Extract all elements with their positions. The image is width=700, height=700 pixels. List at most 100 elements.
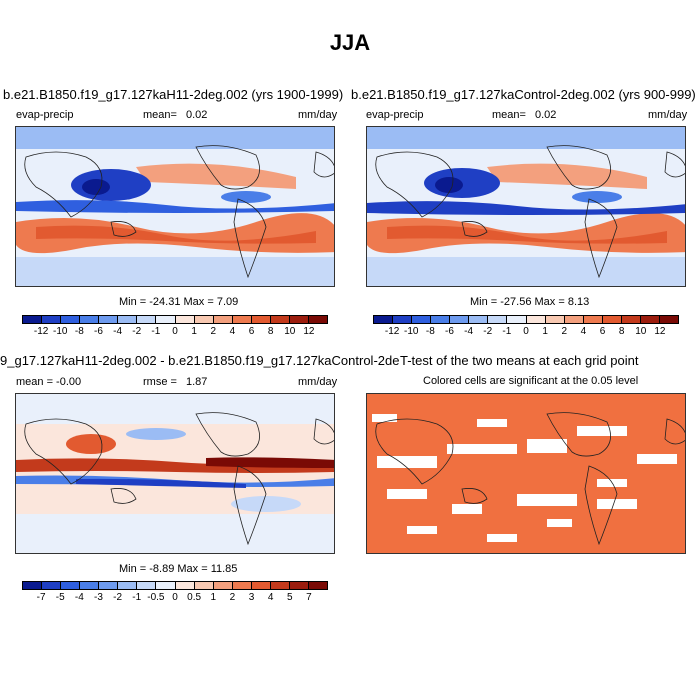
panel1-colorbar-tick-label: 4 [229, 326, 236, 337]
panel2-colorbar-swatch [602, 316, 622, 323]
panel1-colorbar-swatch [42, 316, 62, 323]
panel2-colorbar-tick-label: 10 [635, 326, 647, 337]
panel1-colorbar-swatch [251, 316, 271, 323]
panel3-colorbar-swatch [156, 582, 176, 589]
panel2-colorbar-tick-label: -12 [384, 326, 400, 337]
panel3-colorbar-swatch [232, 582, 252, 589]
panel1-colorbar-swatch [23, 316, 43, 323]
panel3-colorbar-tick-label: 2 [229, 592, 236, 603]
panel3-colorbar-swatch [137, 582, 157, 589]
panel1-colorbar-tick-label: -4 [113, 326, 123, 337]
panel3-mean: mean = -0.00 [16, 376, 82, 388]
panel1-colorbar-swatch [213, 316, 233, 323]
panel3-colorbar-swatch [23, 582, 43, 589]
panel3-colorbar-swatch [80, 582, 100, 589]
panel1-colorbar [22, 315, 328, 324]
panel2-colorbar-tick-label: 4 [580, 326, 587, 337]
panel2-colorbar [373, 315, 679, 324]
panel2-colorbar-swatch [640, 316, 660, 323]
panel3-colorbar-tick-label: -7 [36, 592, 46, 603]
panel2-colorbar-swatch [564, 316, 584, 323]
panel2-colorbar-swatch [469, 316, 489, 323]
panel1-minmax: Min = -24.31 Max = 7.09 [119, 296, 239, 308]
panel2-map [366, 126, 686, 287]
panel3-colorbar-tick-label: 5 [286, 592, 293, 603]
panel4-title: T-test of the two means at each grid poi… [400, 353, 639, 368]
panel2-colorbar-swatch [583, 316, 603, 323]
panel2-colorbar-swatch [488, 316, 508, 323]
panel2-colorbar-tick-label: 12 [654, 326, 666, 337]
panel1-colorbar-tick-label: -2 [132, 326, 142, 337]
panel1-colorbar-swatch [118, 316, 138, 323]
panel3-colorbar-swatch [61, 582, 81, 589]
panel3-colorbar-swatch [251, 582, 271, 589]
panel2-colorbar-tick-label: -8 [425, 326, 435, 337]
panel1-units: mm/day [298, 109, 338, 121]
panel2-colorbar-tick-label: 8 [618, 326, 625, 337]
panel2-colorbar-swatch [431, 316, 451, 323]
panel3-colorbar-tick-label: 0.5 [187, 592, 202, 603]
panel1-colorbar-tick-label: 12 [303, 326, 315, 337]
panel1-colorbar-swatch [289, 316, 309, 323]
panel1-colorbar-swatch [308, 316, 327, 323]
panel2-colorbar-tick-label: 0 [523, 326, 529, 337]
panel3-colorbar-labels: -7 -5 -4 -3 -2 -1 -0.5 0 0.5 1 2 3 4 5 7 [22, 592, 328, 604]
panel2-colorbar-tick-label: -2 [483, 326, 493, 337]
panel1-colorbar-swatch [61, 316, 81, 323]
panel2-colorbar-tick-label: -1 [502, 326, 512, 337]
panel2-mean-value: 0.02 [535, 109, 557, 121]
panel3-minmax: Min = -8.89 Max = 11.85 [119, 563, 238, 575]
panel2-colorbar-swatch [450, 316, 470, 323]
panel3-colorbar-tick-label: 0 [172, 592, 178, 603]
panel1-colorbar-swatch [232, 316, 252, 323]
panel1-colorbar-swatch [99, 316, 119, 323]
panel1-colorbar-swatch [270, 316, 290, 323]
panel1-mean-value: 0.02 [186, 109, 208, 121]
panel2-colorbar-swatch [412, 316, 432, 323]
panel3-colorbar-tick-label: -4 [74, 592, 84, 603]
panel3-colorbar-tick-label: -2 [113, 592, 123, 603]
panel2-variable: evap-precip [366, 109, 424, 121]
panel4-map [366, 393, 686, 554]
panel3-units: mm/day [298, 376, 338, 388]
panel2-units: mm/day [648, 109, 688, 121]
panel2-colorbar-labels: -12 -10 -8 -6 -4 -2 -1 0 1 2 4 6 8 10 12 [373, 326, 679, 338]
panel2-colorbar-tick-label: 2 [561, 326, 568, 337]
panel2-colorbar-swatch [507, 316, 527, 323]
panel3-colorbar-tick-label: 3 [248, 592, 255, 603]
panel1-variable: evap-precip [16, 109, 74, 121]
panel1-colorbar-tick-label: -8 [74, 326, 84, 337]
panel2-minmax: Min = -27.56 Max = 8.13 [470, 296, 590, 308]
panel2-colorbar-tick-label: 6 [599, 326, 606, 337]
panel3-colorbar-swatch [175, 582, 195, 589]
panel1-colorbar-swatch [175, 316, 195, 323]
panel2-colorbar-swatch [526, 316, 546, 323]
panel3-rmse-value: 1.87 [186, 376, 208, 388]
panel2-colorbar-swatch [393, 316, 413, 323]
panel3-colorbar-tick-label: 7 [306, 592, 312, 603]
panel1-colorbar-swatch [137, 316, 157, 323]
panel1-colorbar-labels: -12 -10 -8 -6 -4 -2 -1 0 1 2 4 6 8 10 12 [22, 326, 328, 338]
panel1-colorbar-tick-label: 6 [248, 326, 255, 337]
panel1-colorbar-tick-label: -12 [33, 326, 49, 337]
panel2-colorbar-swatch [374, 316, 394, 323]
panel1-colorbar-tick-label: 10 [284, 326, 296, 337]
panel3-title: 9_g17.127kaH11-2deg.002 - b.e21.B1850.f1… [0, 353, 400, 368]
panel1-colorbar-tick-label: -6 [94, 326, 103, 337]
panel2-colorbar-tick-label: 1 [542, 326, 548, 337]
panel3-colorbar-swatch [270, 582, 290, 589]
panel2-colorbar-swatch [545, 316, 565, 323]
panel1-colorbar-tick-label: 0 [172, 326, 178, 337]
panel2-mean-label: mean= [492, 109, 526, 121]
panel2-colorbar-tick-label: -10 [404, 326, 419, 337]
panel1-colorbar-swatch [80, 316, 100, 323]
panel1-colorbar-swatch [194, 316, 214, 323]
panel2-colorbar-swatch [659, 316, 678, 323]
panel2-colorbar-tick-label: -6 [445, 326, 454, 337]
panel3-colorbar-tick-label: 1 [210, 592, 217, 603]
panel3-colorbar-tick-label: -0.5 [147, 592, 165, 603]
panel1-colorbar-tick-label: -10 [53, 326, 68, 337]
panel1-colorbar-tick-label: 8 [267, 326, 274, 337]
panel1-colorbar-tick-label: 2 [210, 326, 217, 337]
panel3-colorbar-tick-label: -5 [55, 592, 65, 603]
